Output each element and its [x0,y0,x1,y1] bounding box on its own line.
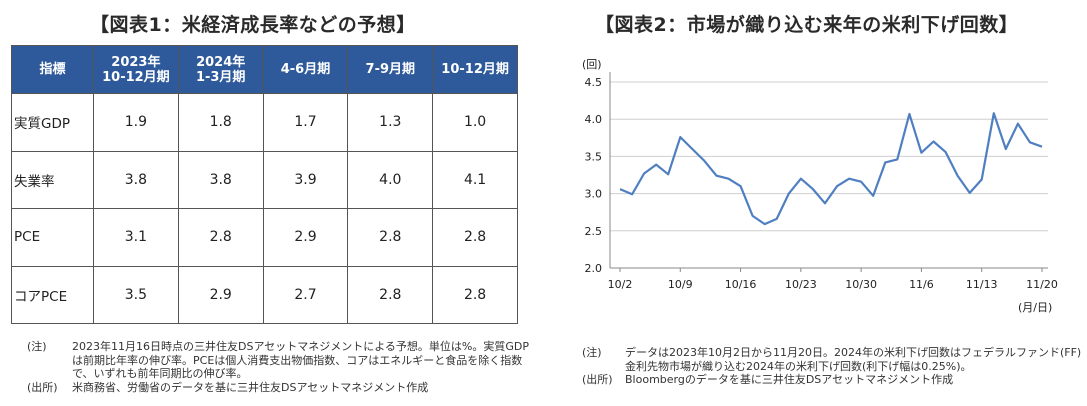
x-tick-labels: 10/2 10/9 10/16 10/23 10/30 11/6 11/13 11/20 [608,278,1058,291]
table-cell: 4.0 [347,150,434,209]
table-cell: 2.8 [177,208,264,267]
table-cell: 3.8 [177,150,264,209]
y-tick-label: 2.5 [585,225,603,238]
row-label: PCE [11,208,94,267]
table-cell: 3.1 [93,208,179,267]
table-source-text: 米商務省、労働省のデータを基に三井住友DSアセットマネジメント作成 [72,380,429,394]
chart-source-text: Bloombergのデータを基に三井住友DSアセットマネジメント作成 [625,373,954,386]
axes [609,72,1048,272]
table-cell: 1.0 [432,93,518,152]
header-q4: 10-12月期 [432,45,518,94]
chart-notes: (注) データは2023年10月2日から11月20日。2024年の米利下げ回数は… [582,346,1082,387]
y-tick-label: 3.0 [585,188,603,201]
table-cell: 3.9 [262,150,349,209]
table-note-label: (注) [27,340,47,353]
table-cell: 2.8 [347,265,434,324]
header-2023-q4-line1: 2023年 [111,54,161,70]
table-row: PCE 3.1 2.8 2.9 2.8 2.8 [11,208,518,267]
row-label: 実質GDP [11,93,94,152]
header-2023-q4-line2: 10-12月期 [102,69,170,85]
table-row: 実質GDP 1.9 1.8 1.7 1.3 1.0 [11,93,518,152]
grid-lines [610,81,1048,232]
header-2024-q1-line1: 2024年 [196,54,246,70]
forecast-table: 指標 2023年 10-12月期 2024年 1-3月期 4-6月期 7-9月期 1… [11,45,518,324]
table-source-label: (出所) [27,380,58,394]
chart-note-text: データは2023年10月2日から11月20日。2024年の米利下げ回数はフェデラ… [625,346,1082,373]
table-cell: 2.7 [262,265,349,324]
header-q2: 4-6月期 [262,45,349,94]
chart-source-label: (出所) [582,373,613,386]
x-tick-label: 11/13 [966,278,998,291]
table-cell: 2.9 [262,208,349,267]
table-cell: 4.1 [432,150,518,209]
table-title: 【図表1：米経済成長率などの予想】 [90,14,416,36]
table-note-text: 2023年11月16日時点の三井住友DSアセットマネジメントによる予想。単位は%… [72,340,529,380]
y-tick-labels: 2.0 2.5 3.0 3.5 4.0 4.5 [585,76,603,275]
table-note: (注) 2023年11月16日時点の三井住友DSアセットマネジメントによる予想。… [27,340,532,381]
table-cell: 2.8 [347,208,434,267]
series-line [619,112,1043,226]
table-cell: 1.8 [177,93,264,152]
x-tick-label: 10/2 [608,278,633,291]
table-notes: (注) 2023年11月16日時点の三井住友DSアセットマネジメントによる予想。… [27,340,532,394]
y-tick-label: 3.5 [585,150,603,163]
x-tick-label: 10/9 [668,278,693,291]
header-2024-q1: 2024年 1-3月期 [177,45,264,94]
x-axis-label: (月/日) [1018,301,1052,314]
x-tick-label: 11/6 [909,278,934,291]
row-label: 失業率 [11,150,94,209]
chart-source: (出所) Bloombergのデータを基に三井住友DSアセットマネジメント作成 [582,373,1082,387]
table-cell: 2.9 [177,265,264,324]
table-header-row: 指標 2023年 10-12月期 2024年 1-3月期 4-6月期 7-9月期 1… [11,45,518,94]
table-row: 失業率 3.8 3.8 3.9 4.0 4.1 [11,150,518,209]
y-tick-label: 4.5 [585,76,603,89]
x-tick-label: 10/30 [845,278,877,291]
y-tick-label: 4.0 [585,113,603,126]
row-label: コアPCE [11,265,94,324]
table-cell: 1.3 [347,93,434,152]
x-tick-label: 10/16 [725,278,757,291]
header-q3: 7-9月期 [347,45,434,94]
table-cell: 3.8 [93,150,179,209]
table-cell: 3.5 [93,265,179,324]
chart-title: 【図表2：市場が織り込む来年の米利下げ回数】 [595,14,1019,36]
header-2024-q1-line2: 1-3月期 [195,69,246,85]
table-cell: 2.8 [432,265,518,324]
x-tick-label: 10/23 [785,278,817,291]
table-cell: 1.7 [262,93,349,152]
table-cell: 2.8 [432,208,518,267]
table-cell: 1.9 [93,93,179,152]
y-axis-label: (回) [582,58,602,71]
x-tick-label: 11/20 [1026,278,1058,291]
table-source: (出所) 米商務省、労働省のデータを基に三井住友DSアセットマネジメント作成 [27,381,532,395]
header-indicator: 指標 [11,45,94,94]
chart-note: (注) データは2023年10月2日から11月20日。2024年の米利下げ回数は… [582,346,1082,373]
table-row: コアPCE 3.5 2.9 2.7 2.8 2.8 [11,265,518,324]
y-tick-label: 2.0 [585,262,603,275]
rate-cut-line-chart: 2.02.53.03.54.04.5 10/2 10/9 10/16 10/23 10/… [582,58,1058,314]
header-2023-q4: 2023年 10-12月期 [93,45,179,94]
chart-note-label: (注) [582,346,602,359]
